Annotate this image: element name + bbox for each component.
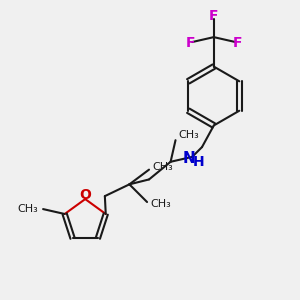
Text: CH₃: CH₃ <box>150 199 171 209</box>
Text: F: F <box>185 36 195 50</box>
Text: F: F <box>232 36 242 50</box>
Text: O: O <box>79 188 91 202</box>
Text: CH₃: CH₃ <box>17 204 38 214</box>
Text: CH₃: CH₃ <box>152 162 173 172</box>
Text: F: F <box>209 8 218 22</box>
Text: H: H <box>192 155 204 169</box>
Text: N: N <box>183 151 196 166</box>
Text: CH₃: CH₃ <box>178 130 199 140</box>
